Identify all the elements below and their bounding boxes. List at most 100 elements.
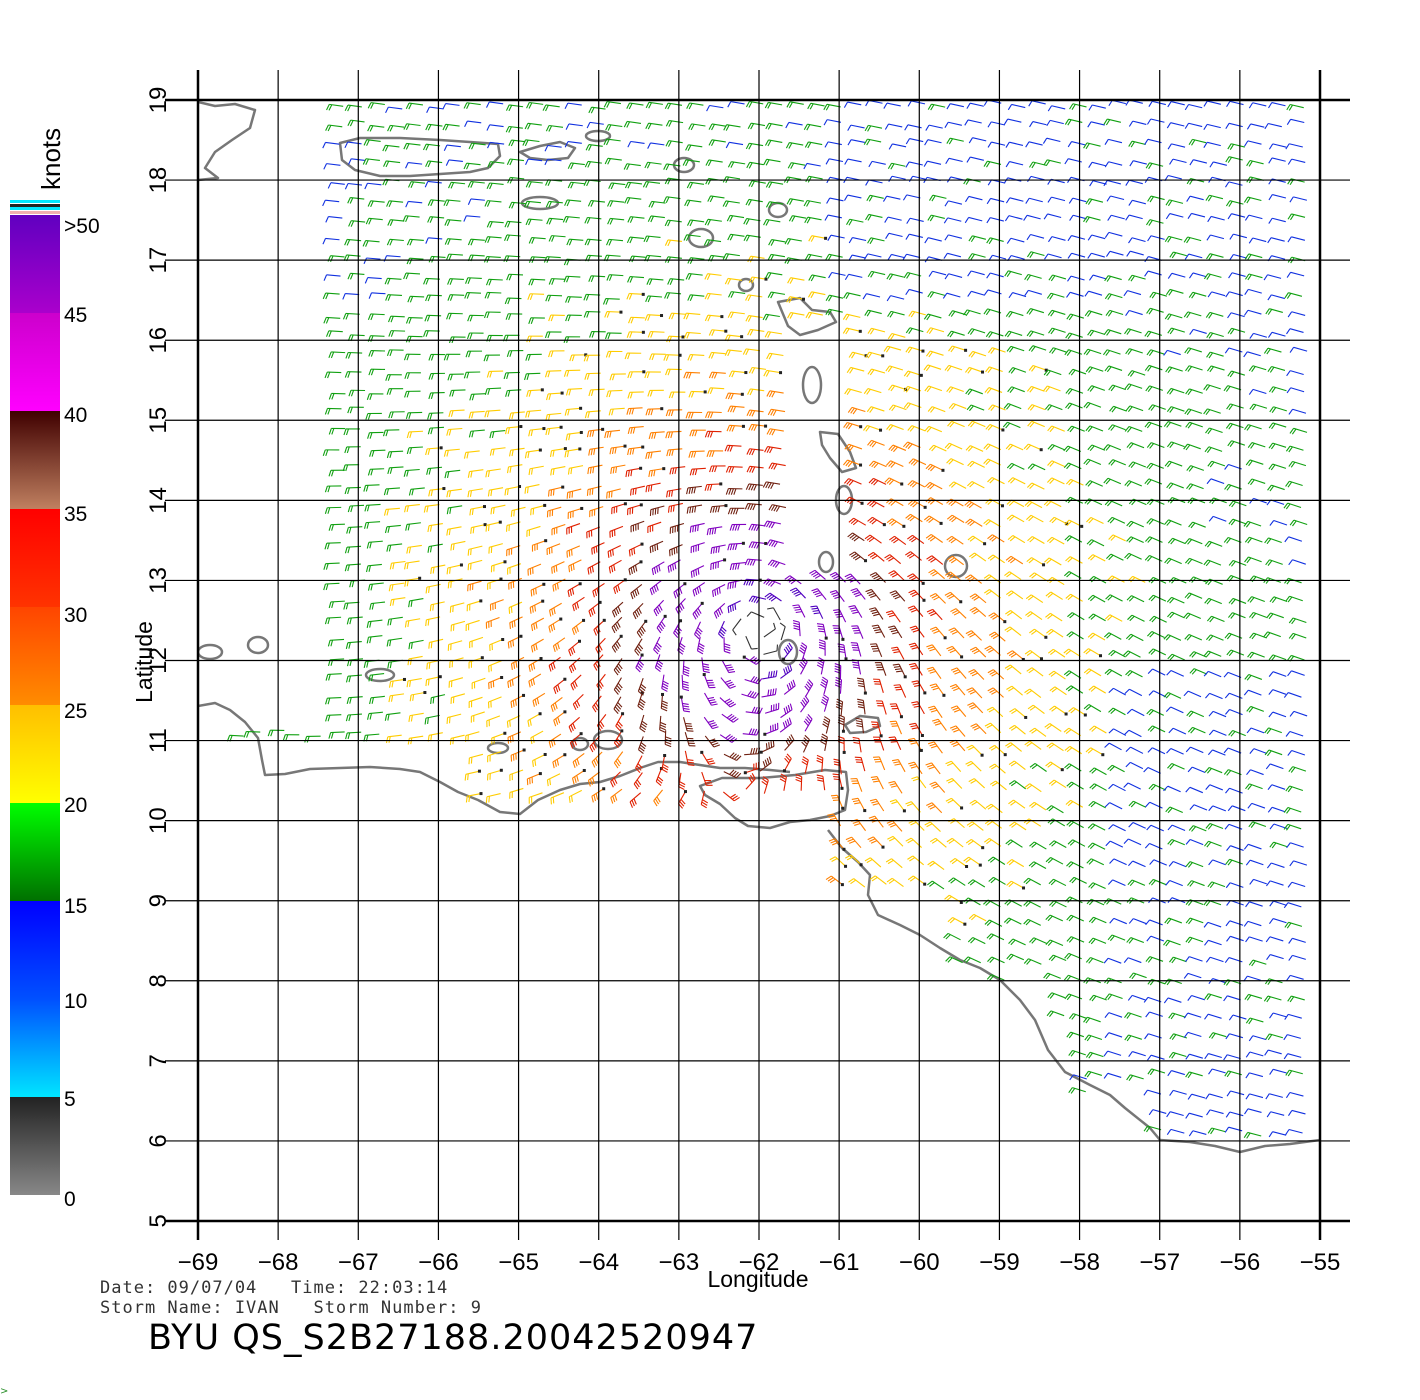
wind-barb <box>843 292 861 299</box>
wind-barb <box>1245 901 1263 908</box>
wind-barb <box>911 701 925 715</box>
wind-barb <box>801 734 810 753</box>
wind-barb <box>1104 293 1123 300</box>
wind-barb <box>682 659 690 677</box>
wind-barb <box>696 636 705 655</box>
wind-barb <box>683 234 701 242</box>
wind-barb <box>447 373 464 381</box>
wind-barb <box>484 387 502 395</box>
wind-barb <box>1247 596 1265 603</box>
wind-barb <box>1023 818 1042 827</box>
wind-barb <box>445 253 463 261</box>
legend-tick-label: 20 <box>64 794 87 817</box>
date-time-caption: Date: 09/07/04 Time: 22:03:14 <box>100 1278 449 1298</box>
wind-barb <box>884 123 903 130</box>
wind-barb <box>948 310 967 317</box>
wind-barb <box>328 523 345 531</box>
wind-barb <box>811 588 827 601</box>
wind-barb <box>748 366 767 374</box>
wind-barb <box>1263 995 1282 1003</box>
wind-barb <box>1165 288 1184 296</box>
wind-barb <box>869 607 884 620</box>
wind-barb <box>425 237 443 244</box>
wind-barb <box>929 837 947 848</box>
legend-tick-label: 25 <box>64 700 87 723</box>
wind-barb <box>1123 290 1142 297</box>
wind-barb <box>1184 347 1202 354</box>
wind-barb <box>1206 615 1225 623</box>
wind-barb <box>1285 143 1303 150</box>
wind-barb <box>1028 345 1047 352</box>
wind-barb <box>630 485 645 496</box>
wind-barb <box>744 747 761 756</box>
wind-barb <box>1029 628 1048 639</box>
wind-barb <box>705 177 723 185</box>
wind-barb <box>407 295 425 303</box>
wind-barb <box>708 371 726 379</box>
wind-barb <box>885 610 901 623</box>
wind-barb <box>647 215 665 223</box>
wind-barb <box>767 559 786 568</box>
wind-barb <box>1107 575 1125 583</box>
wind-barb <box>905 161 923 168</box>
wind-barb <box>1025 594 1044 604</box>
wind-barb <box>1227 312 1245 319</box>
wind-barb <box>946 777 963 789</box>
wind-barb <box>648 431 665 440</box>
wind-barb <box>1166 387 1185 395</box>
wind-barb <box>685 144 703 152</box>
wind-barb <box>563 369 581 377</box>
wind-barb <box>425 160 443 168</box>
wind-barb <box>748 423 768 431</box>
wind-barb <box>1026 233 1045 241</box>
wind-barb <box>902 441 921 450</box>
lat-tick-label: 9 <box>145 894 172 907</box>
lon-tick-label: −69 <box>178 1249 219 1276</box>
wind-barb <box>1047 105 1066 112</box>
wind-barb <box>1004 270 1022 278</box>
wind-barb <box>564 199 582 207</box>
wind-barb <box>729 562 746 571</box>
wind-barb <box>669 466 686 475</box>
wind-barb <box>746 448 764 456</box>
wind-barb <box>983 574 1001 584</box>
wind-barb <box>968 235 987 243</box>
coast-curacao <box>198 643 224 661</box>
wind-barb <box>710 558 727 571</box>
wind-barb <box>365 563 382 573</box>
wind-barb <box>946 555 964 566</box>
wind-barb <box>628 255 646 263</box>
wind-barb <box>648 467 666 478</box>
wind-barb <box>1246 727 1265 734</box>
lon-tick-label: −55 <box>1300 1249 1341 1276</box>
wind-barb <box>1049 516 1069 526</box>
wind-barb <box>1088 685 1106 694</box>
wind-barb <box>854 756 866 772</box>
wind-barb <box>649 505 665 516</box>
wind-barb <box>1267 237 1285 244</box>
wind-barb <box>1145 919 1163 926</box>
wind-barb <box>1228 597 1247 605</box>
wind-barb <box>1187 726 1206 734</box>
wind-barb <box>632 603 644 620</box>
wind-barb <box>1225 882 1244 889</box>
wind-barb <box>1226 1090 1245 1097</box>
wind-barb <box>884 216 902 223</box>
wind-barb <box>1225 858 1243 866</box>
wind-barb <box>464 292 481 299</box>
wind-barb <box>944 364 963 372</box>
wind-barb <box>1185 365 1203 372</box>
wind-barb <box>803 162 821 170</box>
wind-barb <box>425 294 442 302</box>
wind-barb <box>871 721 883 738</box>
wind-barb <box>844 388 862 395</box>
wind-barb <box>1005 443 1024 451</box>
wind-barb <box>1104 1032 1123 1039</box>
wind-barb <box>867 237 885 245</box>
wind-barb <box>947 420 965 428</box>
wind-barb <box>1184 103 1203 111</box>
wind-barb <box>1126 708 1145 717</box>
wind-barb <box>1066 861 1084 869</box>
wind-barb <box>349 579 366 588</box>
